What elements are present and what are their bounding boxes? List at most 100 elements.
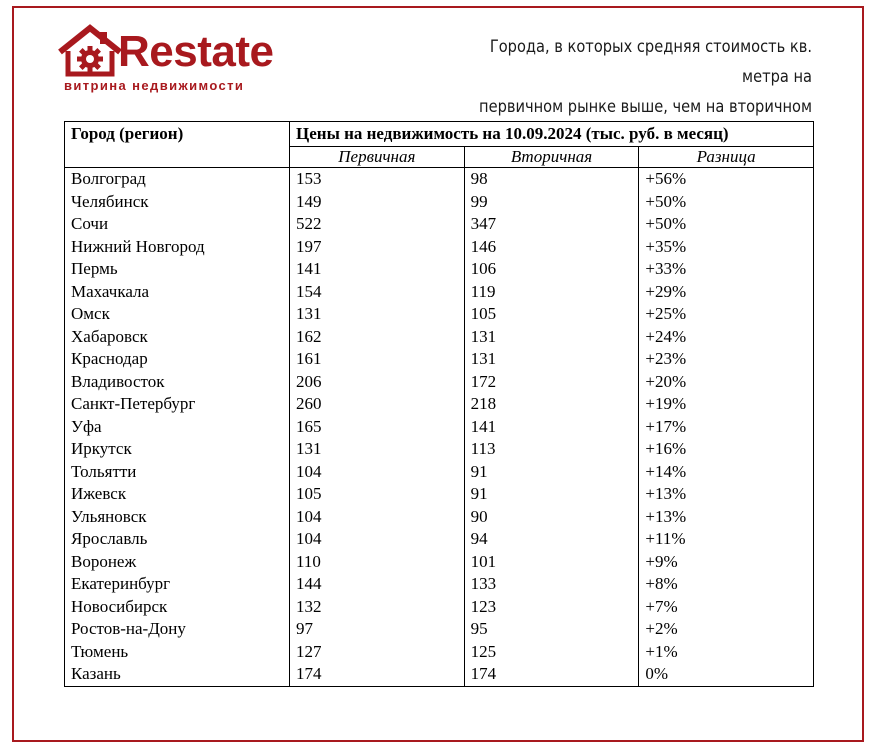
difference-cell: 0% [638, 663, 814, 687]
primary-price-cell: 161 [289, 348, 465, 371]
city-cell: Пермь [64, 258, 290, 281]
city-cell: Челябинск [64, 190, 290, 213]
primary-price-cell: 104 [289, 528, 465, 551]
secondary-price-cell: 146 [463, 235, 640, 258]
difference-cell: +2% [638, 618, 814, 641]
secondary-column-header: Вторичная [463, 146, 640, 168]
city-cell: Тольятти [64, 460, 290, 483]
table-row: Ростов-на-Дону 97 95 +2% [64, 618, 814, 641]
primary-price-cell: 104 [289, 460, 465, 483]
table-row: Владивосток 206 172 +20% [64, 370, 814, 393]
price-group-header: Цены на недвижимость на 10.09.2024 (тыс.… [289, 121, 814, 147]
city-cell: Уфа [64, 415, 290, 438]
secondary-price-cell: 131 [463, 348, 640, 371]
table-row: Новосибирск 132 123 +7% [64, 595, 814, 618]
primary-price-cell: 206 [289, 370, 465, 393]
difference-cell: +13% [638, 505, 814, 528]
difference-cell: +7% [638, 595, 814, 618]
table-row: Иркутск 131 113 +16% [64, 438, 814, 461]
city-cell: Санкт-Петербург [64, 393, 290, 416]
table-row: Махачкала 154 119 +29% [64, 280, 814, 303]
difference-cell: +33% [638, 258, 814, 281]
table-row: Воронеж 110 101 +9% [64, 550, 814, 573]
primary-price-cell: 104 [289, 505, 465, 528]
difference-column-header: Разница [638, 146, 814, 168]
city-cell: Хабаровск [64, 325, 290, 348]
brand-tagline: витрина недвижимости [64, 78, 245, 93]
city-cell: Ростов-на-Дону [64, 618, 290, 641]
house-gear-icon [58, 24, 122, 77]
secondary-price-cell: 91 [463, 483, 640, 506]
secondary-price-cell: 98 [463, 167, 640, 191]
secondary-price-cell: 347 [463, 213, 640, 236]
primary-price-cell: 522 [289, 213, 465, 236]
secondary-price-cell: 90 [463, 505, 640, 528]
city-cell: Волгоград [64, 167, 290, 191]
city-cell: Омск [64, 303, 290, 326]
difference-cell: +25% [638, 303, 814, 326]
secondary-price-cell: 119 [463, 280, 640, 303]
primary-price-cell: 132 [289, 595, 465, 618]
table-row: Тольятти 104 91 +14% [64, 460, 814, 483]
secondary-price-cell: 172 [463, 370, 640, 393]
primary-price-cell: 144 [289, 573, 465, 596]
primary-price-cell: 149 [289, 190, 465, 213]
primary-price-cell: 131 [289, 303, 465, 326]
secondary-price-cell: 174 [463, 663, 640, 687]
table-row: Тюмень 127 125 +1% [64, 640, 814, 663]
secondary-price-cell: 94 [463, 528, 640, 551]
primary-price-cell: 153 [289, 167, 465, 191]
secondary-price-cell: 101 [463, 550, 640, 573]
primary-price-cell: 131 [289, 438, 465, 461]
primary-price-cell: 154 [289, 280, 465, 303]
difference-cell: +11% [638, 528, 814, 551]
table-row: Челябинск 149 99 +50% [64, 190, 814, 213]
difference-cell: +35% [638, 235, 814, 258]
secondary-price-cell: 105 [463, 303, 640, 326]
primary-price-cell: 174 [289, 663, 465, 687]
primary-price-cell: 165 [289, 415, 465, 438]
table-row: Уфа 165 141 +17% [64, 415, 814, 438]
difference-cell: +19% [638, 393, 814, 416]
secondary-price-cell: 218 [463, 393, 640, 416]
table-row: Хабаровск 162 131 +24% [64, 325, 814, 348]
primary-price-cell: 197 [289, 235, 465, 258]
primary-price-cell: 162 [289, 325, 465, 348]
table-row: Ижевск 105 91 +13% [64, 483, 814, 506]
table-row: Ярославль 104 94 +11% [64, 528, 814, 551]
table-row: Волгоград 153 98 +56% [64, 167, 814, 191]
table-row: Екатеринбург 144 133 +8% [64, 573, 814, 596]
difference-cell: +16% [638, 438, 814, 461]
secondary-price-cell: 106 [463, 258, 640, 281]
secondary-price-cell: 133 [463, 573, 640, 596]
primary-price-cell: 97 [289, 618, 465, 641]
difference-cell: +20% [638, 370, 814, 393]
page-heading: Города, в которых средняя стоимость кв. … [451, 32, 812, 122]
city-cell: Краснодар [64, 348, 290, 371]
difference-cell: +24% [638, 325, 814, 348]
secondary-price-cell: 113 [463, 438, 640, 461]
city-cell: Воронеж [64, 550, 290, 573]
difference-cell: +17% [638, 415, 814, 438]
city-cell: Иркутск [64, 438, 290, 461]
city-cell: Ярославль [64, 528, 290, 551]
primary-price-cell: 260 [289, 393, 465, 416]
difference-cell: +23% [638, 348, 814, 371]
city-cell: Нижний Новгород [64, 235, 290, 258]
difference-cell: +8% [638, 573, 814, 596]
city-cell: Ульяновск [64, 505, 290, 528]
table-row: Казань 174 174 0% [64, 663, 814, 687]
city-cell: Владивосток [64, 370, 290, 393]
table-row: Пермь 141 106 +33% [64, 258, 814, 281]
table-row: Сочи 522 347 +50% [64, 213, 814, 236]
price-table: Город (регион) Цены на недвижимость на 1… [64, 121, 814, 687]
city-cell: Махачкала [64, 280, 290, 303]
secondary-price-cell: 125 [463, 640, 640, 663]
primary-price-cell: 105 [289, 483, 465, 506]
difference-cell: +1% [638, 640, 814, 663]
difference-cell: +14% [638, 460, 814, 483]
primary-column-header: Первичная [289, 146, 465, 168]
secondary-price-cell: 91 [463, 460, 640, 483]
secondary-price-cell: 123 [463, 595, 640, 618]
difference-cell: +50% [638, 213, 814, 236]
